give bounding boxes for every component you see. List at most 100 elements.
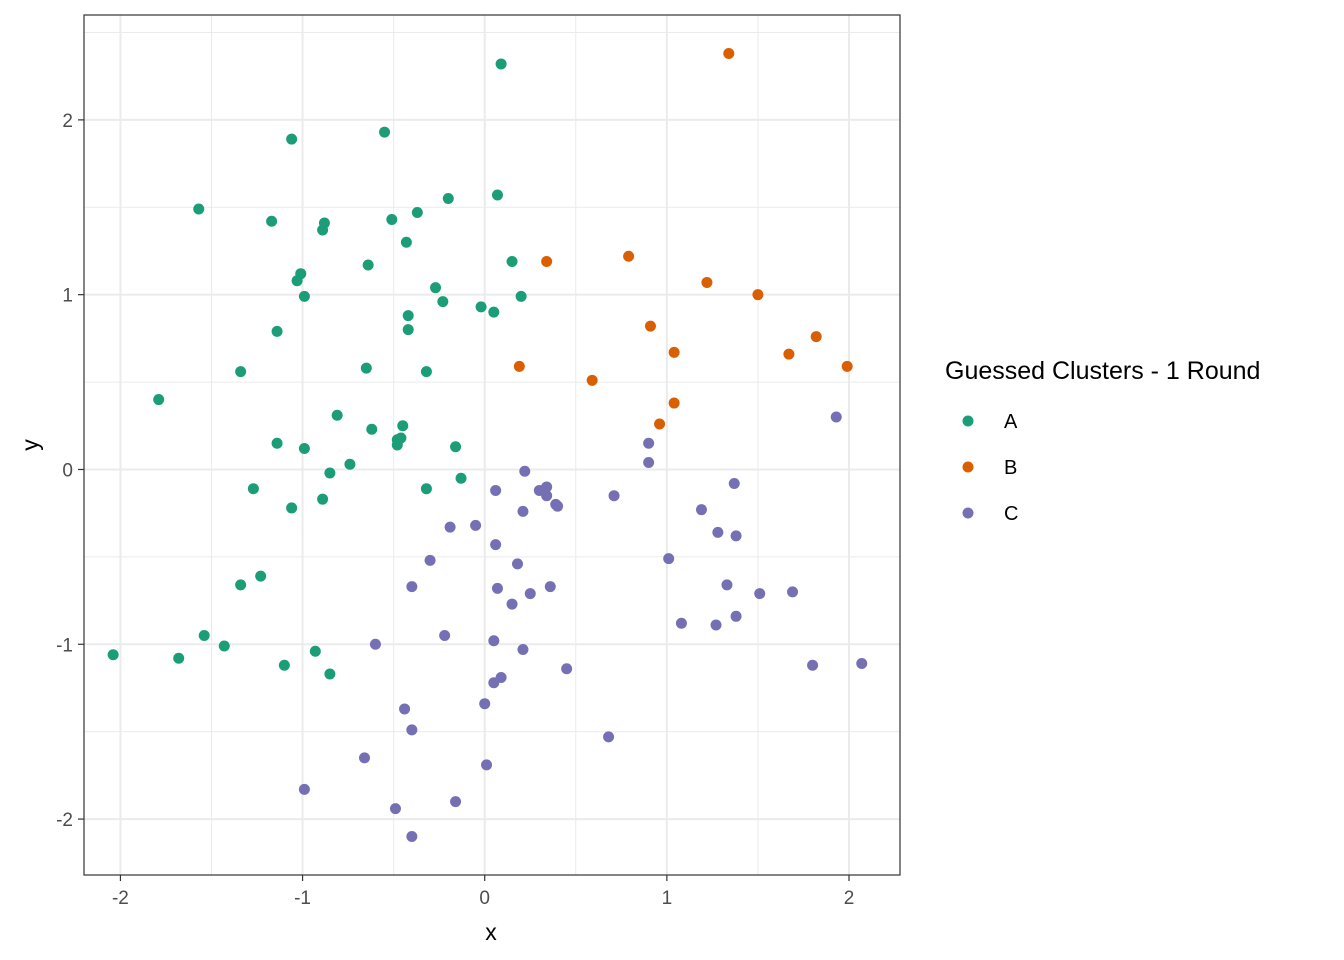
- data-point: [331, 409, 343, 421]
- data-point: [675, 617, 687, 629]
- data-point: [495, 58, 507, 70]
- data-point: [298, 290, 310, 302]
- data-point: [654, 418, 666, 430]
- data-point: [366, 423, 378, 435]
- x-tick-label: 0: [479, 888, 490, 909]
- data-point: [515, 290, 527, 302]
- legend: Guessed Clusters - 1 Round A B C: [945, 357, 1260, 525]
- data-point: [517, 644, 529, 656]
- legend-item-C: C: [962, 503, 1018, 525]
- data-point: [444, 521, 456, 533]
- data-point: [730, 530, 742, 542]
- data-point: [856, 657, 868, 669]
- data-point: [524, 588, 536, 600]
- data-point: [198, 630, 210, 642]
- data-point: [712, 526, 724, 538]
- data-point: [488, 635, 500, 647]
- data-point: [830, 411, 842, 423]
- data-point: [490, 484, 502, 496]
- data-point: [235, 366, 247, 378]
- data-point: [517, 505, 529, 517]
- data-point: [286, 133, 298, 145]
- data-point: [266, 215, 278, 227]
- data-point: [644, 320, 656, 332]
- data-point: [344, 458, 356, 470]
- x-tick-label: -2: [112, 888, 129, 909]
- data-point: [324, 467, 336, 479]
- data-point: [475, 301, 487, 313]
- data-point: [278, 659, 290, 671]
- data-point: [643, 456, 655, 468]
- data-point: [437, 296, 449, 308]
- x-tick-label: 2: [844, 888, 855, 909]
- data-point: [488, 306, 500, 318]
- y-axis: -2 -1 0 1 2: [56, 111, 84, 831]
- data-point: [810, 331, 822, 343]
- data-point: [623, 250, 635, 262]
- data-point: [450, 441, 462, 453]
- data-point: [723, 47, 735, 59]
- data-point: [491, 582, 503, 594]
- data-point: [153, 394, 165, 406]
- y-tick-label: 0: [62, 460, 73, 481]
- legend-label: C: [1004, 503, 1018, 525]
- data-point: [324, 668, 336, 680]
- data-point: [841, 360, 853, 372]
- data-point: [235, 579, 247, 591]
- x-axis: -2 -1 0 1 2: [112, 875, 854, 909]
- legend-key: [962, 415, 974, 427]
- data-point: [561, 663, 573, 675]
- data-point: [271, 437, 283, 449]
- data-point: [173, 652, 185, 664]
- data-point: [379, 126, 391, 138]
- data-point: [455, 472, 467, 484]
- data-point: [603, 731, 615, 743]
- data-point: [391, 439, 403, 451]
- data-point: [309, 645, 321, 657]
- data-point: [430, 282, 442, 294]
- data-point: [513, 360, 525, 372]
- data-point: [479, 698, 491, 710]
- data-point: [360, 362, 372, 374]
- data-point: [399, 703, 411, 715]
- data-point: [247, 483, 259, 495]
- legend-item-A: A: [962, 411, 1018, 433]
- legend-label: A: [1004, 411, 1018, 433]
- panel-background: [84, 15, 900, 875]
- data-point: [721, 579, 733, 591]
- data-point: [643, 437, 655, 449]
- data-point: [710, 619, 722, 631]
- legend-item-B: B: [962, 457, 1017, 479]
- data-point: [586, 374, 598, 386]
- data-point: [608, 490, 620, 502]
- legend-title: Guessed Clusters - 1 Round: [945, 357, 1260, 385]
- data-point: [488, 677, 500, 689]
- data-point: [317, 493, 329, 505]
- data-point: [291, 275, 303, 287]
- data-point: [362, 259, 374, 271]
- data-point: [506, 255, 518, 267]
- x-tick-label: 1: [662, 888, 673, 909]
- data-point: [369, 638, 381, 650]
- data-point: [754, 588, 766, 600]
- legend-label: B: [1004, 457, 1017, 479]
- plot-panel: [83, 14, 901, 876]
- data-point: [107, 649, 119, 661]
- data-point: [424, 554, 436, 566]
- data-point: [544, 581, 556, 593]
- data-point: [298, 442, 310, 454]
- panel-border: [83, 14, 901, 876]
- y-axis-title: y: [17, 439, 43, 451]
- data-point: [491, 189, 503, 201]
- data-point: [402, 324, 414, 336]
- data-point: [411, 207, 423, 219]
- legend-key: [962, 507, 974, 519]
- data-point: [218, 640, 230, 652]
- y-tick-label: 1: [62, 286, 73, 307]
- data-point: [439, 630, 451, 642]
- data-point: [317, 224, 329, 236]
- x-tick-label: -1: [294, 888, 311, 909]
- data-point: [386, 214, 398, 226]
- data-point: [359, 752, 370, 764]
- data-point: [541, 255, 553, 267]
